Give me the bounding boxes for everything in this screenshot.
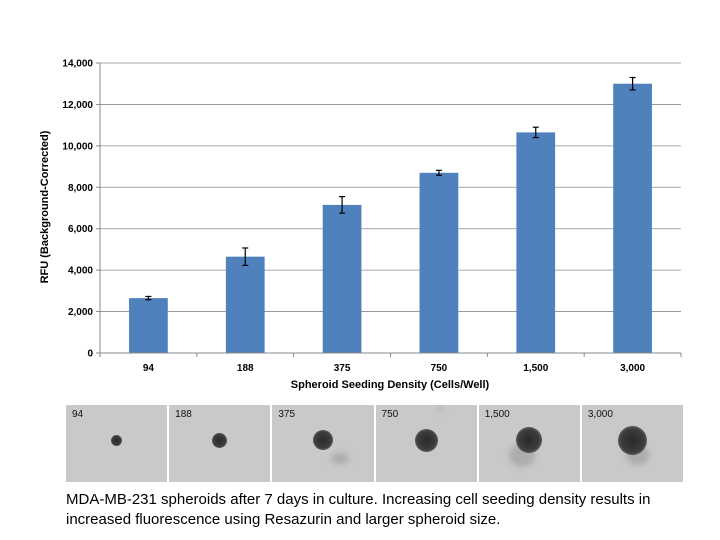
y-axis: 0 2,000 4,000 6,000 8,000 10,000 12,000 14,000 — [62, 59, 101, 360]
error-bar — [435, 169, 442, 176]
gridlines — [100, 62, 681, 312]
image-artifact — [331, 452, 350, 464]
x-tick-label: 1,500 — [523, 363, 548, 374]
y-tick-label: 10,000 — [62, 141, 93, 152]
y-tick-label: 4,000 — [68, 266, 93, 277]
y-axis-title: RFU (Background-Corrected) — [39, 130, 51, 283]
tile-label: 1,500 — [484, 409, 510, 420]
tile-label: 188 — [175, 409, 192, 420]
spheroid — [111, 434, 123, 446]
x-tick-label: 3,000 — [620, 363, 645, 374]
x-tick-label: 188 — [237, 363, 254, 374]
x-tick-label: 750 — [431, 363, 448, 374]
spheroid — [212, 432, 228, 448]
spheroid-image-tile: 1,500 — [478, 405, 580, 482]
figure-caption: MDA-MB-231 spheroids after 7 days in cul… — [66, 491, 651, 528]
y-tick-label: 0 — [87, 349, 93, 360]
tile-label: 750 — [381, 409, 399, 420]
error-bar — [242, 247, 249, 266]
y-tick-label: 6,000 — [68, 224, 93, 235]
spheroid-image-tile: 375 — [272, 405, 374, 482]
y-tick-label: 14,000 — [62, 59, 93, 70]
bar — [322, 204, 362, 353]
spheroid — [312, 430, 333, 451]
tile-label: 375 — [278, 409, 296, 420]
x-tick-label: 94 — [143, 363, 155, 374]
image-artifact — [438, 406, 445, 412]
y-tick-label: 12,000 — [62, 100, 93, 111]
spheroid — [414, 428, 438, 452]
x-tick-label: 375 — [334, 363, 351, 374]
x-axis: 94 188 375 750 1,500 3,000 — [99, 352, 682, 374]
y-tick-label: 8,000 — [68, 183, 93, 194]
bar — [613, 83, 652, 353]
bars — [129, 83, 652, 353]
spheroid — [617, 425, 647, 455]
bar — [129, 298, 168, 353]
error-bar — [629, 76, 636, 91]
tile-label: 94 — [72, 409, 84, 420]
bar — [516, 132, 556, 353]
error-bar — [145, 295, 152, 301]
error-bars — [145, 76, 636, 301]
spheroid — [516, 427, 543, 454]
y-tick-label: 2,000 — [68, 307, 93, 318]
bar-chart: 02,0004,0006,0008,00010,00012,00014,000 … — [39, 59, 682, 391]
spheroid-image-tile: 188 — [169, 405, 271, 482]
tile-label: 3,000 — [587, 409, 613, 420]
spheroid-image-tile: 3,000 — [581, 405, 684, 482]
bar — [225, 256, 265, 353]
spheroid-image-strip: 94 188 375 750 1,500 3,000 — [66, 405, 684, 482]
bar — [419, 172, 459, 353]
spheroid-image-tile: 94 — [66, 405, 168, 482]
x-axis-title: Spheroid Seeding Density (Cells/Well) — [291, 379, 490, 391]
spheroid-image-tile: 750 — [375, 405, 477, 482]
error-bar — [339, 196, 346, 214]
error-bar — [532, 126, 539, 139]
